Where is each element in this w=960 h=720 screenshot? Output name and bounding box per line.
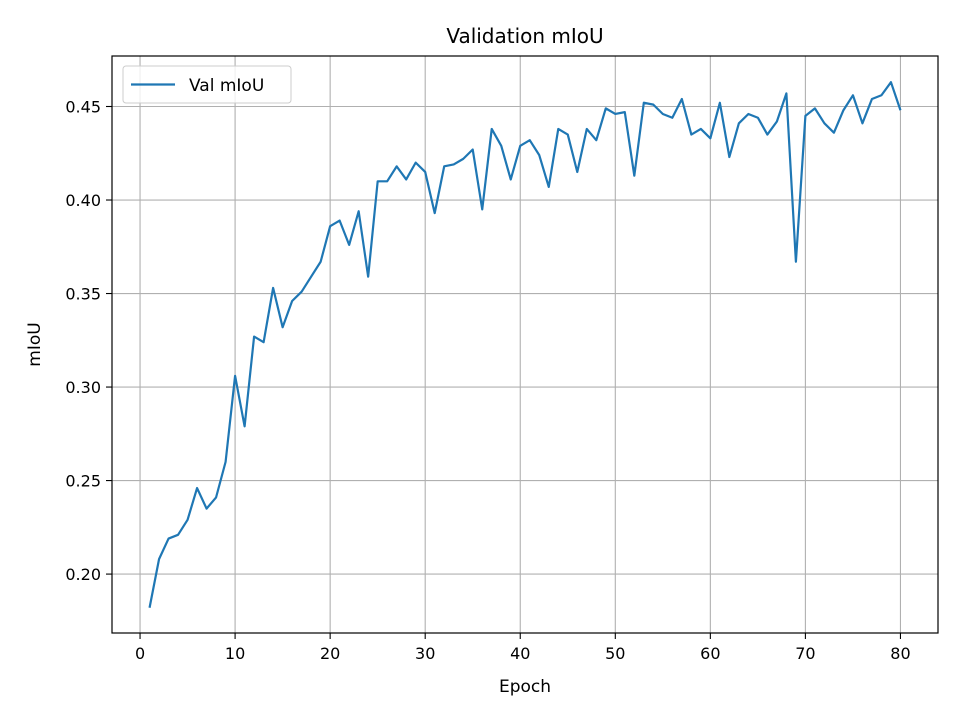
chart-title: Validation mIoU <box>446 24 603 48</box>
x-tick-label: 50 <box>605 644 625 663</box>
legend-box <box>122 65 292 104</box>
y-tick-label: 0.35 <box>65 285 101 304</box>
x-tick-label: 60 <box>700 644 720 663</box>
x-tick-label: 30 <box>415 644 435 663</box>
y-tick-label: 0.40 <box>65 191 101 210</box>
x-tick-label: 20 <box>320 644 340 663</box>
x-tick-label: 80 <box>890 644 910 663</box>
legend-label: Val mIoU <box>189 76 264 96</box>
y-tick-label: 0.25 <box>65 472 101 491</box>
y-tick-label: 0.30 <box>65 378 101 397</box>
y-axis: 0.20 0.25 0.30 0.35 0.40 0.45 <box>65 97 112 584</box>
series-line <box>148 81 902 608</box>
x-axis-label: Epoch <box>499 677 551 697</box>
x-axis: 0 10 20 30 40 50 60 70 80 <box>135 633 911 663</box>
x-tick-label: 0 <box>135 644 145 663</box>
series-layer <box>148 81 902 608</box>
y-tick-label: 0.20 <box>65 565 101 584</box>
x-tick-label: 70 <box>795 644 815 663</box>
x-tick-label: 10 <box>225 644 245 663</box>
legend: Val mIoU <box>122 65 292 104</box>
y-tick-label: 0.45 <box>65 97 101 116</box>
x-tick-label: 40 <box>510 644 530 663</box>
plot-frame <box>111 55 939 634</box>
y-axis-label: mIoU <box>25 322 45 366</box>
